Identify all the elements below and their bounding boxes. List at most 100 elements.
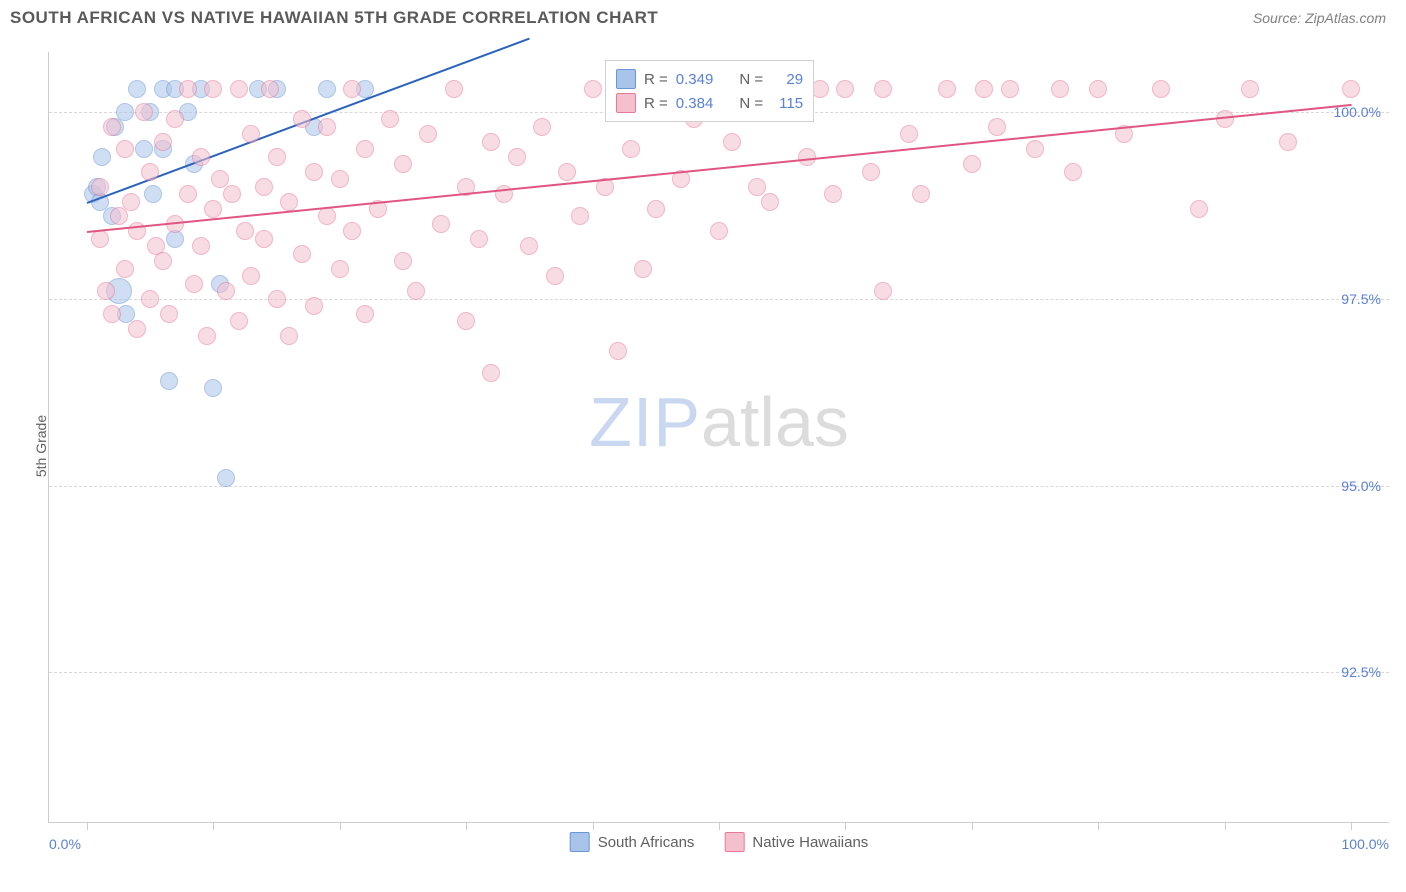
scatter-point (1001, 80, 1019, 98)
scatter-point (356, 140, 374, 158)
scatter-point (217, 469, 235, 487)
scatter-point (761, 193, 779, 211)
legend-r-label: R = (644, 95, 668, 112)
scatter-point (242, 125, 260, 143)
scatter-point (1190, 200, 1208, 218)
scatter-point (445, 80, 463, 98)
scatter-point (179, 185, 197, 203)
x-tick (719, 822, 720, 830)
scatter-point (1064, 163, 1082, 181)
scatter-point (558, 163, 576, 181)
scatter-point (900, 125, 918, 143)
scatter-point (508, 148, 526, 166)
scatter-point (1216, 110, 1234, 128)
watermark-atlas: atlas (701, 383, 849, 461)
chart-source: Source: ZipAtlas.com (1253, 10, 1386, 26)
trend-line (87, 104, 1351, 233)
legend-swatch (616, 69, 636, 89)
scatter-point (116, 260, 134, 278)
scatter-point (874, 282, 892, 300)
scatter-point (122, 193, 140, 211)
scatter-point (381, 110, 399, 128)
scatter-point (1241, 80, 1259, 98)
legend-swatch (724, 832, 744, 852)
gridline (49, 299, 1389, 300)
scatter-point (293, 110, 311, 128)
scatter-point (975, 80, 993, 98)
scatter-point (144, 185, 162, 203)
x-axis-min-label: 0.0% (49, 836, 81, 852)
scatter-point (394, 155, 412, 173)
y-tick-label: 92.5% (1341, 664, 1381, 680)
scatter-chart: ZIPatlas R =0.349N =29R =0.384N =115 Sou… (48, 52, 1389, 823)
scatter-point (223, 185, 241, 203)
legend-swatch (616, 93, 636, 113)
x-tick (466, 822, 467, 830)
scatter-point (419, 125, 437, 143)
scatter-point (710, 222, 728, 240)
scatter-point (192, 237, 210, 255)
scatter-point (268, 290, 286, 308)
scatter-point (533, 118, 551, 136)
scatter-point (305, 297, 323, 315)
series-name: Native Hawaiians (752, 834, 868, 851)
scatter-point (236, 222, 254, 240)
scatter-point (154, 133, 172, 151)
scatter-point (93, 148, 111, 166)
scatter-point (280, 327, 298, 345)
scatter-point (198, 327, 216, 345)
scatter-point (331, 260, 349, 278)
scatter-point (103, 118, 121, 136)
scatter-point (280, 193, 298, 211)
gridline (49, 486, 1389, 487)
scatter-point (91, 178, 109, 196)
legend-n-label: N = (739, 95, 763, 112)
scatter-point (1026, 140, 1044, 158)
scatter-point (343, 80, 361, 98)
scatter-point (988, 118, 1006, 136)
scatter-point (293, 245, 311, 263)
scatter-point (482, 133, 500, 151)
x-tick (593, 822, 594, 830)
scatter-point (204, 379, 222, 397)
scatter-point (268, 148, 286, 166)
x-tick (845, 822, 846, 830)
scatter-point (912, 185, 930, 203)
scatter-point (748, 178, 766, 196)
y-axis-label: 5th Grade (33, 415, 49, 477)
series-legend-item: South Africans (570, 832, 695, 852)
legend-row: R =0.349N =29 (616, 67, 803, 91)
scatter-point (141, 163, 159, 181)
scatter-point (192, 148, 210, 166)
legend-r-value: 0.349 (676, 71, 714, 88)
series-name: South Africans (598, 834, 695, 851)
scatter-point (242, 267, 260, 285)
scatter-point (116, 103, 134, 121)
scatter-point (457, 312, 475, 330)
x-axis-max-label: 100.0% (1342, 836, 1389, 852)
scatter-point (647, 200, 665, 218)
scatter-point (1342, 80, 1360, 98)
scatter-point (255, 178, 273, 196)
scatter-point (230, 80, 248, 98)
scatter-point (874, 80, 892, 98)
scatter-point (154, 252, 172, 270)
legend-swatch (570, 832, 590, 852)
legend-r-label: R = (644, 71, 668, 88)
x-tick (1351, 822, 1352, 830)
series-legend: South Africans Native Hawaiians (570, 832, 869, 852)
gridline (49, 672, 1389, 673)
scatter-point (230, 312, 248, 330)
scatter-point (116, 140, 134, 158)
watermark-zip: ZIP (589, 383, 701, 461)
watermark: ZIPatlas (589, 382, 849, 462)
scatter-point (204, 80, 222, 98)
scatter-point (97, 282, 115, 300)
series-legend-item: Native Hawaiians (724, 832, 868, 852)
x-tick (340, 822, 341, 830)
scatter-point (217, 282, 235, 300)
y-tick-label: 95.0% (1341, 478, 1381, 494)
scatter-point (343, 222, 361, 240)
scatter-point (622, 140, 640, 158)
scatter-point (798, 148, 816, 166)
